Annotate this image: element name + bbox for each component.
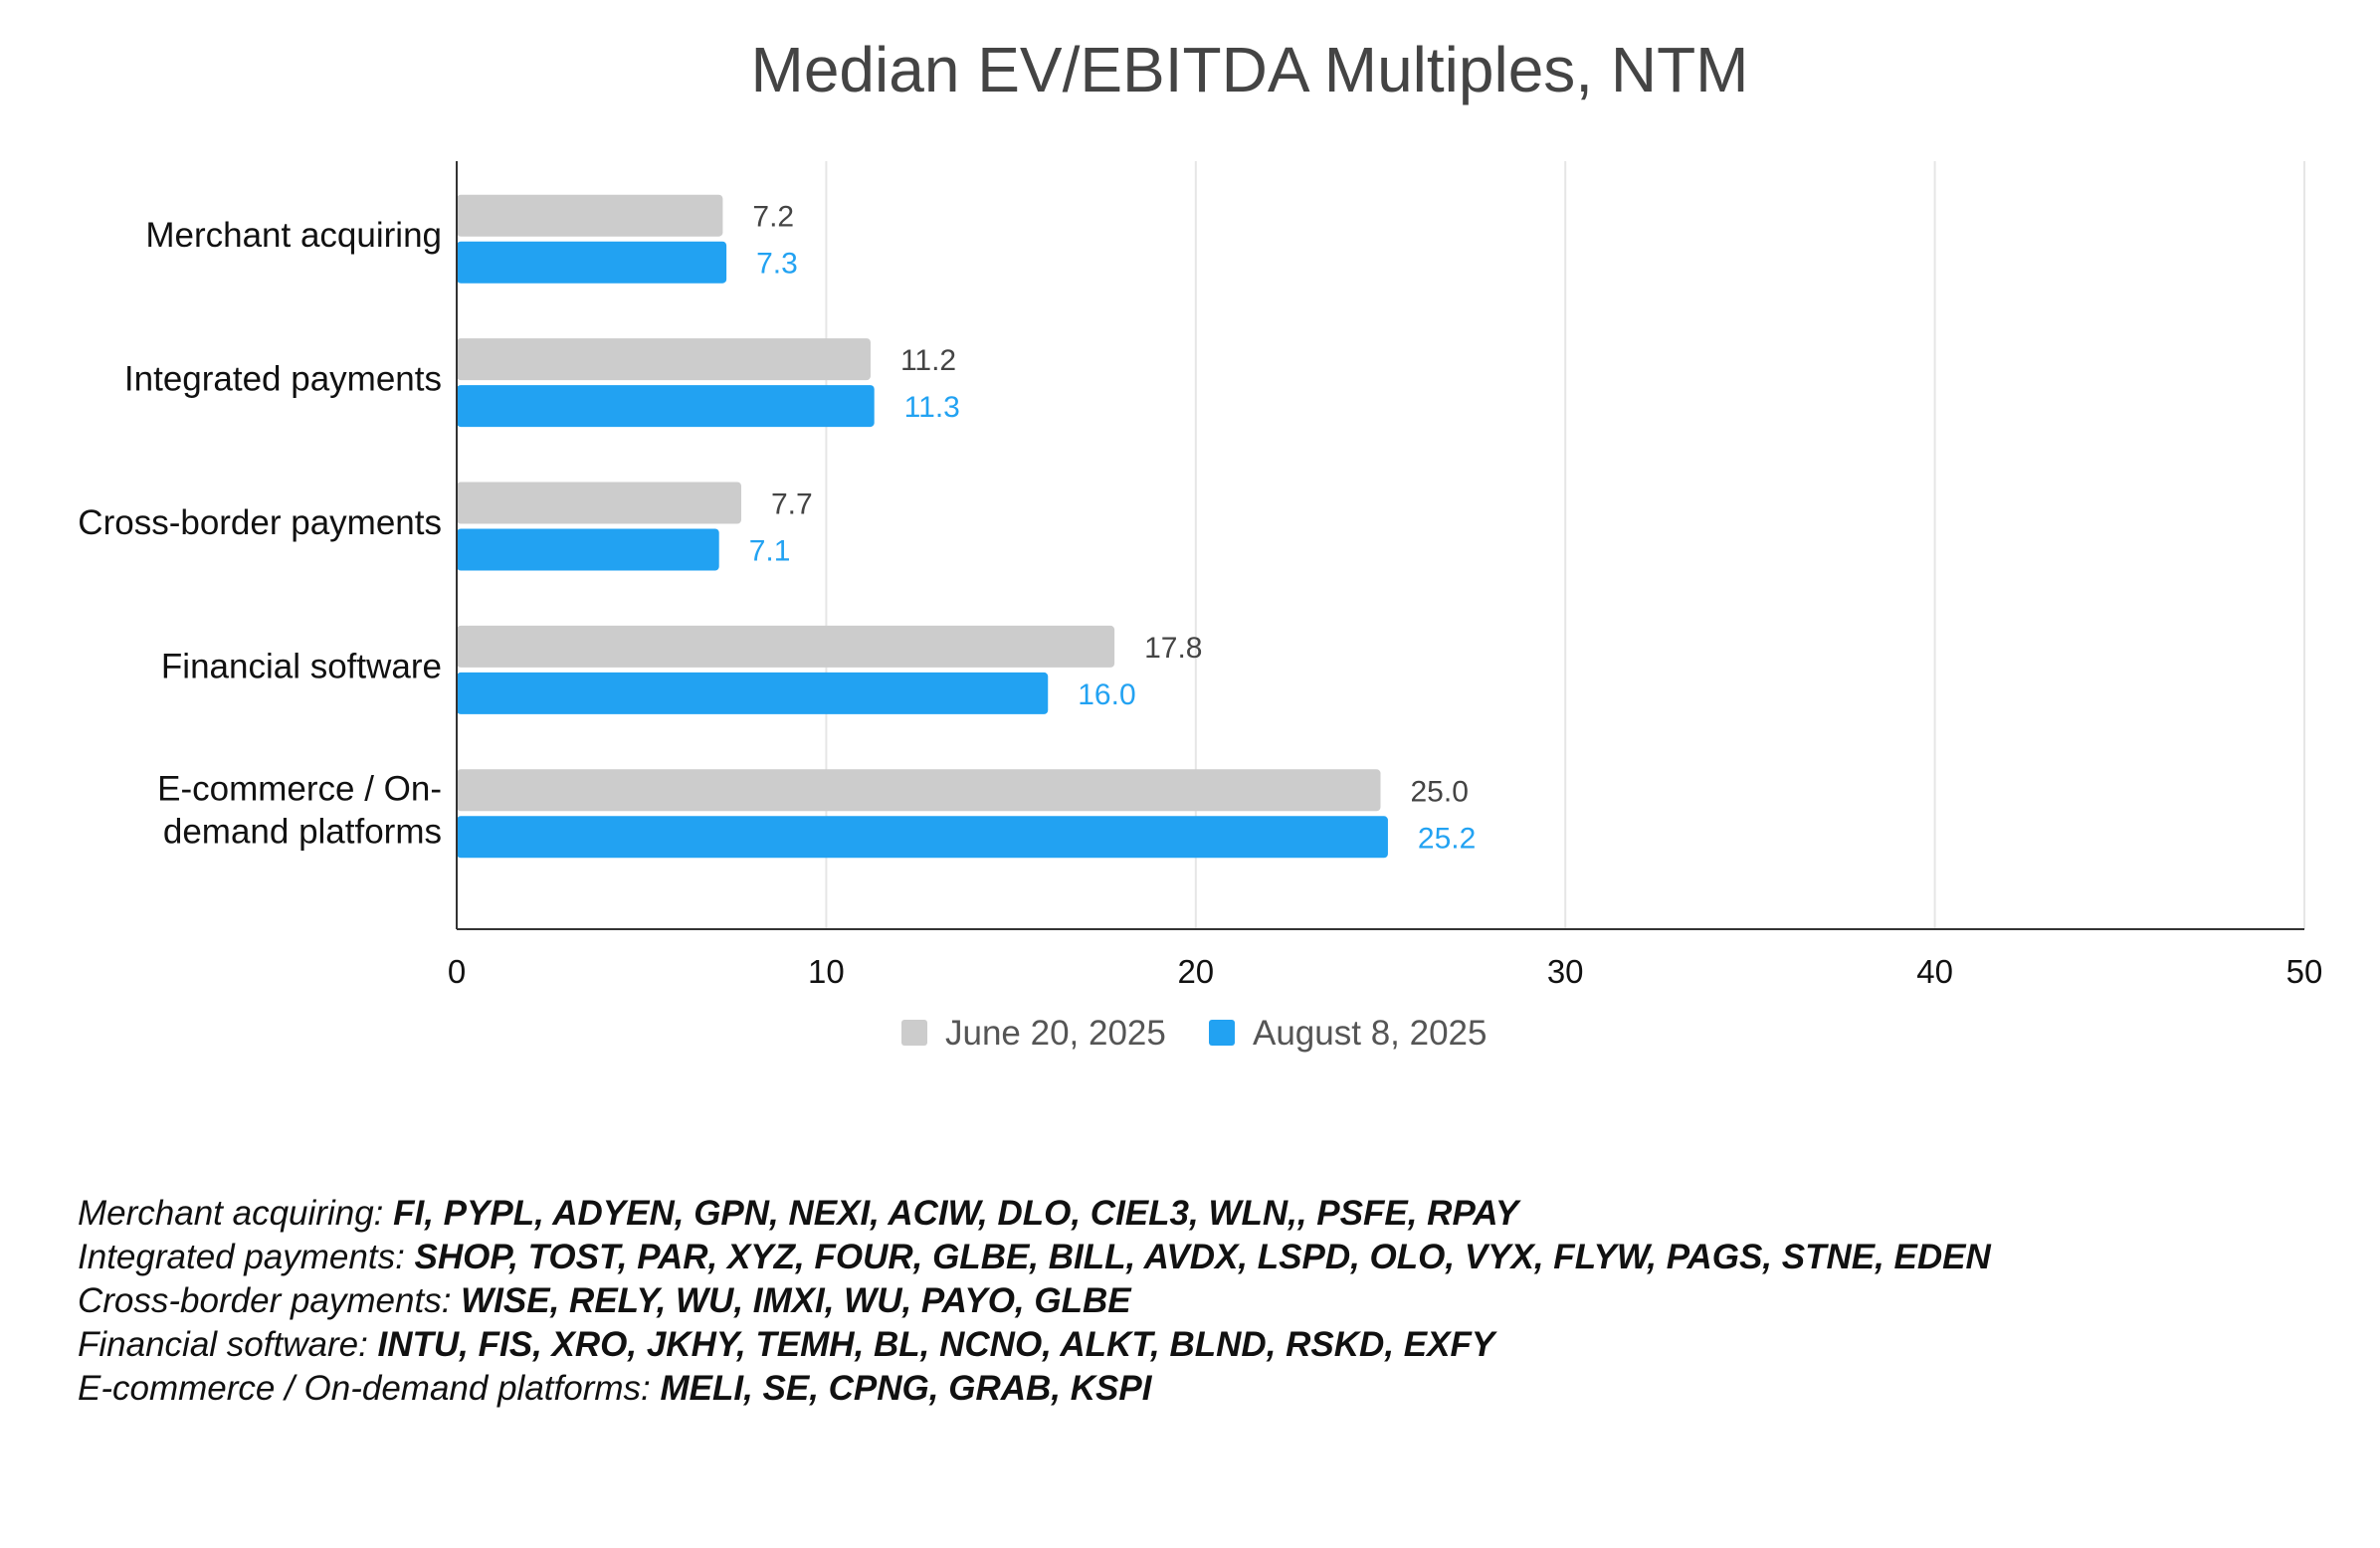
bar <box>457 672 1049 714</box>
ticker-note: Cross-border payments: WISE, RELY, WU, I… <box>78 1279 2316 1323</box>
grid-lines <box>825 161 2305 929</box>
bar <box>457 385 875 428</box>
x-tick-label: 20 <box>1177 953 1214 990</box>
bar <box>457 816 1388 859</box>
value-labels: 7.2 7.3 11.2 11.3 7.7 7.1 17.8 16.0 25.0 25.2 <box>749 201 1477 856</box>
bar <box>457 625 1115 668</box>
bar-value-label: 25.0 <box>1411 775 1469 808</box>
bar-value-label: 11.3 <box>904 391 960 424</box>
legend-label: August 8, 2025 <box>1253 1014 1487 1053</box>
x-tick-label: 10 <box>808 953 845 990</box>
bar-chart: Median EV/EBITDA Multiples, NTM 7.2 7.3 11… <box>78 34 2323 1053</box>
ticker-note-label: Cross-border payments: <box>78 1281 462 1320</box>
bar-value-label: 17.8 <box>1144 632 1202 665</box>
bar-value-label: 16.0 <box>1078 678 1135 711</box>
bar-value-label: 7.2 <box>752 201 794 234</box>
legend-swatch <box>901 1020 927 1046</box>
ticker-note-tickers: MELI, SE, CPNG, GRAB, KSPI <box>660 1369 1152 1408</box>
ticker-note-label: Integrated payments: <box>78 1238 415 1276</box>
ticker-note: Integrated payments: SHOP, TOST, PAR, XY… <box>78 1236 2316 1279</box>
bar-value-label: 7.1 <box>749 535 791 568</box>
ticker-note: E-commerce / On-demand platforms: MELI, … <box>78 1367 2316 1411</box>
bar <box>457 338 871 381</box>
bar <box>457 482 741 524</box>
ticker-note-label: E-commerce / On-demand platforms: <box>78 1369 661 1408</box>
bar <box>457 194 723 237</box>
ticker-note-label: Merchant acquiring: <box>78 1194 394 1233</box>
legend: June 20, 2025 August 8, 2025 <box>901 1014 1487 1053</box>
ticker-note-label: Financial software: <box>78 1325 378 1364</box>
x-tick-label: 0 <box>448 953 466 990</box>
category-label: Integrated payments <box>124 360 442 399</box>
chart-title: Median EV/EBITDA Multiples, NTM <box>751 34 1749 105</box>
category-label: demand platforms <box>163 812 442 851</box>
category-labels: Merchant acquiring Integrated payments Cro… <box>78 216 442 851</box>
bar-value-label: 7.3 <box>756 248 798 281</box>
legend-label: June 20, 2025 <box>945 1014 1166 1053</box>
x-tick-label: 30 <box>1547 953 1584 990</box>
bar <box>457 769 1381 812</box>
axes: 0 10 20 30 40 50 <box>448 161 2323 990</box>
category-label: Financial software <box>161 647 442 685</box>
x-tick-label: 40 <box>1916 953 1953 990</box>
bars <box>457 194 1388 859</box>
ticker-note-tickers: WISE, RELY, WU, IMXI, WU, PAYO, GLBE <box>461 1281 1131 1320</box>
bar <box>457 241 727 284</box>
ticker-note-tickers: INTU, FIS, XRO, JKHY, TEMH, BL, NCNO, AL… <box>377 1325 1495 1364</box>
bar-value-label: 25.2 <box>1418 822 1476 855</box>
ticker-note: Financial software: INTU, FIS, XRO, JKHY… <box>78 1323 2316 1367</box>
bar <box>457 528 719 571</box>
ticker-note-tickers: FI, PYPL, ADYEN, GPN, NEXI, ACIW, DLO, C… <box>393 1194 1519 1233</box>
category-label: Cross-border payments <box>78 503 442 542</box>
bar-value-label: 11.2 <box>900 344 956 377</box>
category-label: Merchant acquiring <box>145 216 442 255</box>
bar-value-label: 7.7 <box>771 488 813 521</box>
legend-swatch <box>1209 1020 1235 1046</box>
ticker-notes: Merchant acquiring: FI, PYPL, ADYEN, GPN… <box>78 1192 2316 1411</box>
ticker-note-tickers: SHOP, TOST, PAR, XYZ, FOUR, GLBE, BILL, … <box>414 1238 1991 1276</box>
x-tick-label: 50 <box>2286 953 2323 990</box>
ticker-note: Merchant acquiring: FI, PYPL, ADYEN, GPN… <box>78 1192 2316 1236</box>
category-label: E-commerce / On- <box>157 769 442 808</box>
